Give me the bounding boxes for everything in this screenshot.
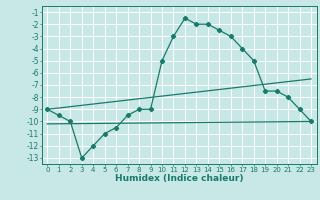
- X-axis label: Humidex (Indice chaleur): Humidex (Indice chaleur): [115, 174, 244, 183]
